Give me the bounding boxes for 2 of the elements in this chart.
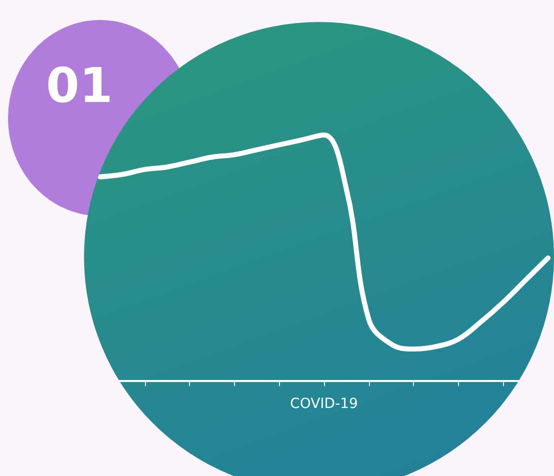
text: COVID-19 [289, 396, 359, 412]
text: 01 [46, 58, 113, 114]
